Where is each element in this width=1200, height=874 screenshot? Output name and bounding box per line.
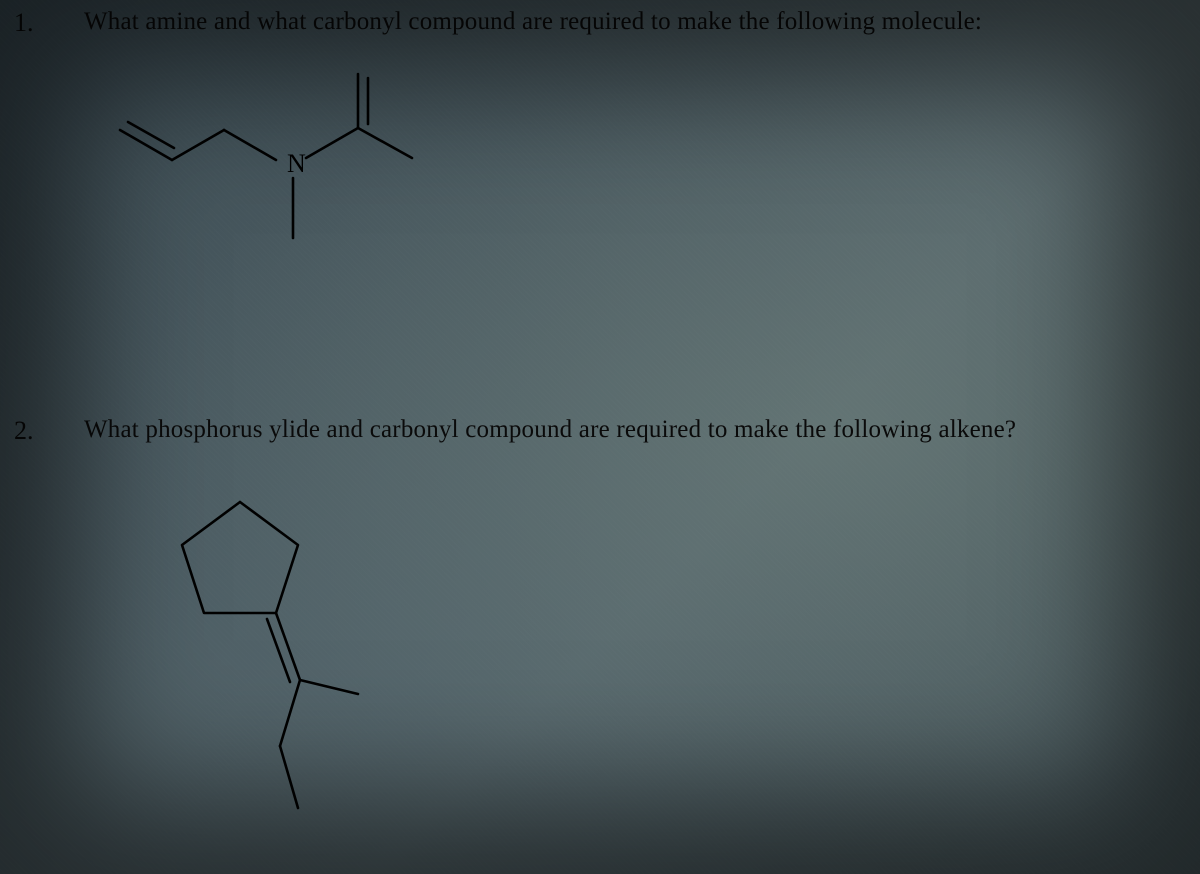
question-1-number: 1. bbox=[0, 8, 84, 38]
structure-2-cyclopentylidene bbox=[130, 490, 410, 835]
structure-1-enamine: N bbox=[90, 70, 470, 315]
question-1-row: 1. What amine and what carbonyl compound… bbox=[0, 8, 1200, 38]
worksheet-page: 1. What amine and what carbonyl compound… bbox=[0, 0, 1200, 874]
nitrogen-label: N bbox=[287, 149, 306, 178]
question-1-text: What amine and what carbonyl compound ar… bbox=[84, 8, 982, 36]
question-2-row: 2. What phosphorus ylide and carbonyl co… bbox=[0, 416, 1200, 446]
question-2-text: What phosphorus ylide and carbonyl compo… bbox=[84, 416, 1016, 444]
question-2-number: 2. bbox=[0, 416, 84, 446]
